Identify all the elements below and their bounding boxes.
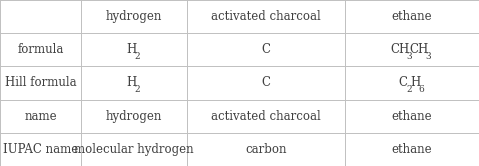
Text: ethane: ethane: [392, 110, 432, 123]
Text: activated charcoal: activated charcoal: [211, 110, 321, 123]
Text: Hill formula: Hill formula: [5, 77, 77, 89]
Text: C: C: [262, 77, 270, 89]
Text: formula: formula: [18, 43, 64, 56]
Text: 3: 3: [407, 52, 412, 61]
Text: ethane: ethane: [392, 143, 432, 156]
Text: activated charcoal: activated charcoal: [211, 10, 321, 23]
Text: 6: 6: [419, 85, 424, 94]
Text: molecular hydrogen: molecular hydrogen: [74, 143, 194, 156]
Text: ethane: ethane: [392, 10, 432, 23]
Text: 2: 2: [407, 85, 412, 94]
Text: 2: 2: [135, 85, 140, 94]
Text: name: name: [24, 110, 57, 123]
Text: CH: CH: [409, 43, 428, 56]
Text: hydrogen: hydrogen: [106, 10, 162, 23]
Text: H: H: [410, 77, 421, 89]
Text: carbon: carbon: [245, 143, 286, 156]
Text: 3: 3: [425, 52, 431, 61]
Text: CH: CH: [390, 43, 410, 56]
Text: C: C: [262, 43, 270, 56]
Text: C: C: [399, 77, 408, 89]
Text: IUPAC name: IUPAC name: [3, 143, 79, 156]
Text: 2: 2: [135, 52, 140, 61]
Text: H: H: [126, 77, 137, 89]
Text: H: H: [126, 43, 137, 56]
Text: hydrogen: hydrogen: [106, 110, 162, 123]
